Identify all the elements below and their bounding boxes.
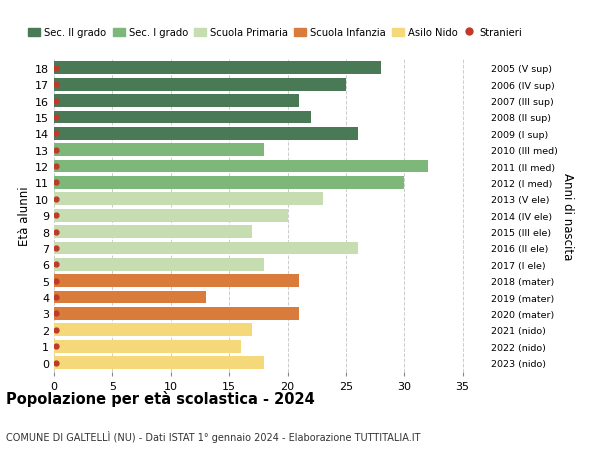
Bar [54, 95, 299, 108]
Text: Popolazione per età scolastica - 2024: Popolazione per età scolastica - 2024 [6, 390, 315, 406]
Bar [54, 177, 404, 190]
Bar [54, 324, 253, 336]
Bar [54, 62, 381, 75]
Bar [54, 226, 253, 238]
Bar [54, 242, 358, 255]
Bar [54, 308, 299, 320]
Text: COMUNE DI GALTELLÌ (NU) - Dati ISTAT 1° gennaio 2024 - Elaborazione TUTTITALIA.I: COMUNE DI GALTELLÌ (NU) - Dati ISTAT 1° … [6, 430, 421, 442]
Bar [54, 128, 358, 140]
Legend: Sec. II grado, Sec. I grado, Scuola Primaria, Scuola Infanzia, Asilo Nido, Stran: Sec. II grado, Sec. I grado, Scuola Prim… [25, 24, 526, 42]
Bar [54, 209, 287, 222]
Y-axis label: Età alunni: Età alunni [18, 186, 31, 246]
Bar [54, 258, 264, 271]
Bar [54, 78, 346, 91]
Bar [54, 160, 428, 173]
Bar [54, 275, 299, 287]
Bar [54, 291, 206, 304]
Bar [54, 357, 264, 369]
Y-axis label: Anni di nascita: Anni di nascita [562, 172, 574, 259]
Bar [54, 193, 323, 206]
Bar [54, 340, 241, 353]
Bar [54, 144, 264, 157]
Bar [54, 112, 311, 124]
